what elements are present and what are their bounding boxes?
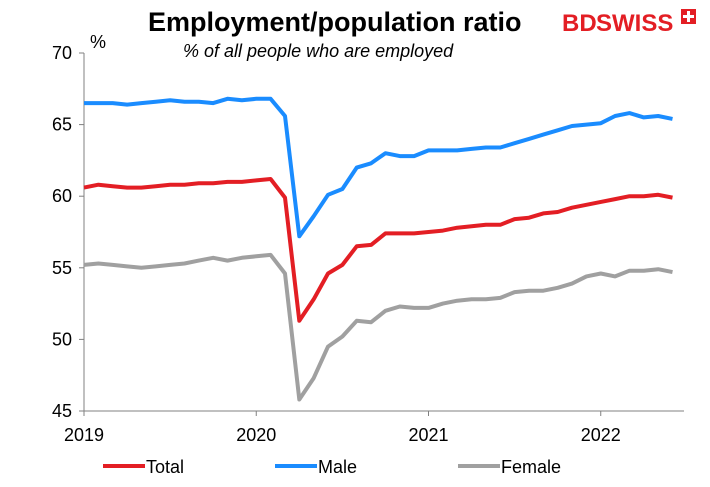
y-tick-label: 55	[52, 258, 72, 278]
brand-logo: BD SWISS	[562, 9, 696, 37]
x-tick-label: 2019	[64, 425, 104, 445]
legend-label-female: Female	[501, 457, 561, 477]
x-tick-label: 2020	[236, 425, 276, 445]
chart-subtitle: % of all people who are employed	[183, 41, 454, 61]
plot-lines	[83, 96, 673, 402]
x-tick-label: 2022	[581, 425, 621, 445]
series-line-male	[84, 96, 673, 239]
legend-label-male: Male	[318, 457, 357, 477]
y-axis: 45 50 55 60 65 70	[52, 43, 85, 421]
x-axis: 2019 2020 2021 2022	[64, 410, 684, 445]
swiss-cross-icon	[681, 9, 696, 24]
y-tick-label: 60	[52, 186, 72, 206]
y-tick-label: 45	[52, 401, 72, 421]
brand-logo-bd: BD	[562, 10, 597, 37]
brand-logo-swiss: SWISS	[596, 10, 673, 37]
legend-label-total: Total	[146, 457, 184, 477]
y-tick-label: 70	[52, 43, 72, 63]
x-tick-label: 2021	[408, 425, 448, 445]
y-tick-label: 65	[52, 115, 72, 135]
series-line-female	[83, 252, 673, 402]
series-line-total	[83, 177, 673, 323]
chart-title: Employment/population ratio	[148, 7, 522, 37]
legend: Total Male Female	[103, 457, 561, 477]
y-axis-unit: %	[90, 32, 106, 52]
y-tick-label: 50	[52, 329, 72, 349]
